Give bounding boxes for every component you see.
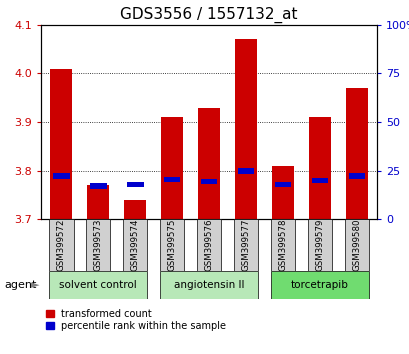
Bar (345, 88, 367, 219)
Text: GSM399580: GSM399580 (351, 219, 360, 272)
Text: torcetrapib: torcetrapib (290, 280, 348, 290)
Text: agent: agent (4, 280, 36, 290)
Text: angiotensin II: angiotensin II (173, 280, 244, 290)
Legend: transformed count, percentile rank within the sample: transformed count, percentile rank withi… (46, 309, 226, 331)
Bar (274, 182, 290, 187)
Text: solvent control: solvent control (59, 280, 137, 290)
Text: ►: ► (31, 280, 39, 290)
Bar (234, 39, 256, 219)
Bar (161, 117, 183, 219)
Bar (90, 183, 106, 189)
Text: GSM399578: GSM399578 (278, 219, 287, 272)
Title: GDS3556 / 1557132_at: GDS3556 / 1557132_at (120, 7, 297, 23)
Bar (198, 108, 220, 219)
Bar (53, 173, 70, 179)
Bar (49, 219, 73, 271)
Bar (127, 182, 143, 187)
Bar (49, 271, 147, 299)
Text: GSM399579: GSM399579 (315, 219, 324, 271)
Text: GSM399574: GSM399574 (130, 219, 139, 272)
Bar (50, 69, 72, 219)
Text: GSM399576: GSM399576 (204, 219, 213, 272)
Bar (124, 200, 146, 219)
Bar (311, 178, 328, 183)
Bar (233, 219, 258, 271)
Bar (270, 219, 294, 271)
Bar (160, 219, 184, 271)
Bar (308, 117, 330, 219)
Bar (307, 219, 331, 271)
Bar (344, 219, 368, 271)
Bar (160, 271, 258, 299)
Bar (270, 271, 368, 299)
Bar (200, 178, 217, 184)
Text: GSM399572: GSM399572 (57, 219, 66, 272)
Bar (348, 173, 364, 179)
Bar (196, 219, 221, 271)
Text: GSM399573: GSM399573 (94, 219, 103, 272)
Bar (86, 219, 110, 271)
Bar (87, 185, 109, 219)
Bar (237, 168, 254, 174)
Bar (123, 219, 147, 271)
Text: GSM399577: GSM399577 (241, 219, 250, 272)
Bar (271, 166, 293, 219)
Bar (164, 177, 180, 183)
Text: GSM399575: GSM399575 (167, 219, 176, 272)
